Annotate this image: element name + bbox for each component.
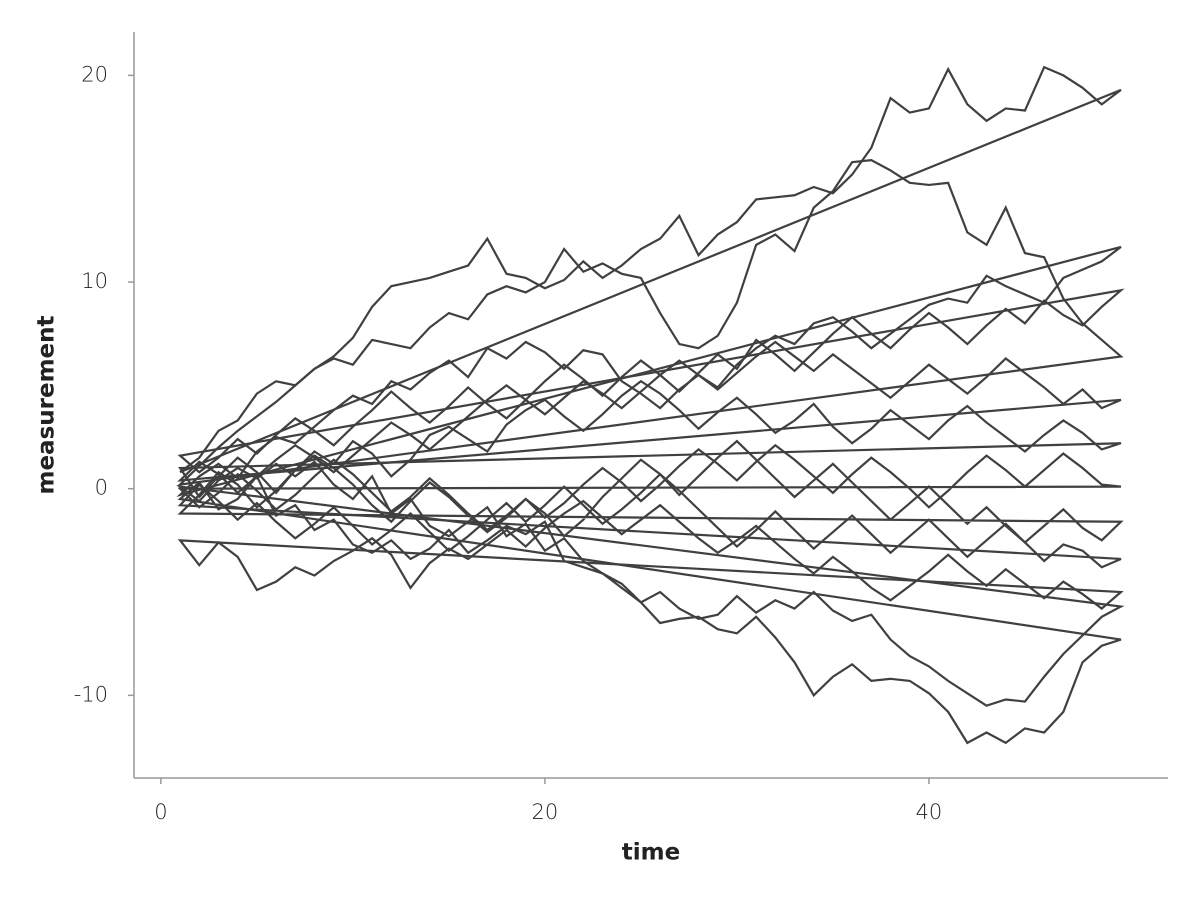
series-line: [177, 472, 1122, 569]
x-tick-label: 40: [916, 800, 943, 824]
x-axis-label: time: [622, 840, 680, 866]
y-tick-label: 0: [95, 476, 108, 500]
series-line: [176, 245, 1122, 498]
series-line: [176, 158, 1124, 487]
x-tick-label: 0: [154, 800, 167, 824]
series-line: [177, 443, 1122, 532]
x-tick-label: 20: [532, 800, 559, 824]
series-line: [178, 379, 1122, 499]
series-line: [177, 499, 1124, 610]
y-tick-label: 10: [81, 269, 108, 293]
series-line: [179, 65, 1122, 474]
y-tick-label: -10: [74, 682, 108, 706]
series-line: [177, 288, 1125, 474]
y-tick-label: 20: [81, 62, 108, 86]
y-axis-label: measurement: [34, 315, 60, 494]
series-line: [177, 474, 1122, 745]
